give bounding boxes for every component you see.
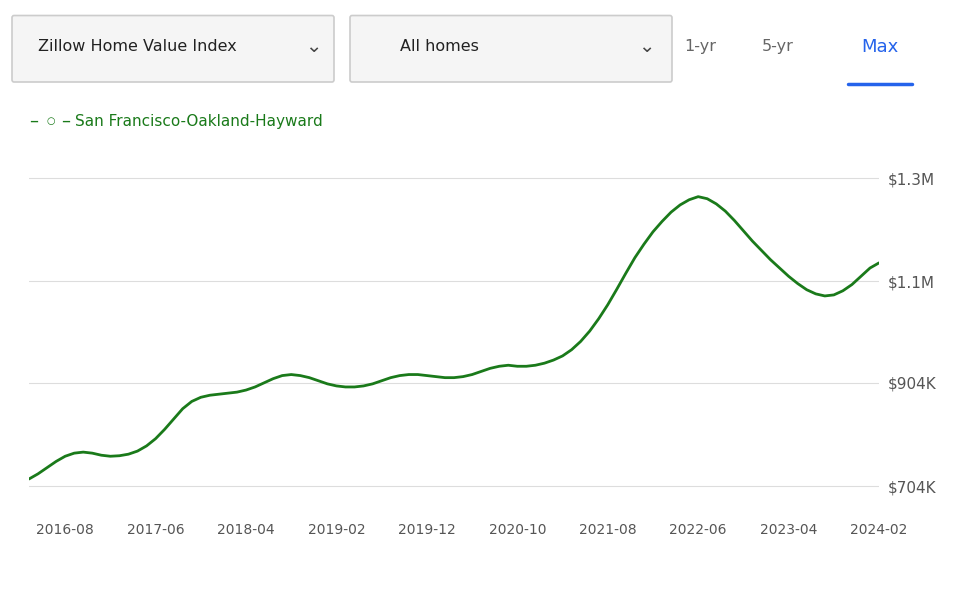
Text: –: – [29, 112, 38, 130]
Text: All homes: All homes [400, 39, 479, 54]
Text: Max: Max [862, 38, 898, 56]
Text: 1-yr: 1-yr [684, 39, 716, 54]
Text: ⌄: ⌄ [638, 37, 654, 56]
Text: Zillow Home Value Index: Zillow Home Value Index [38, 39, 237, 54]
FancyBboxPatch shape [350, 15, 672, 82]
FancyBboxPatch shape [12, 15, 334, 82]
Text: –: – [61, 112, 70, 130]
Text: 5-yr: 5-yr [762, 39, 794, 54]
Text: ○: ○ [46, 116, 55, 126]
Text: San Francisco-Oakland-Hayward: San Francisco-Oakland-Hayward [75, 113, 323, 129]
Text: ⌄: ⌄ [305, 37, 322, 56]
